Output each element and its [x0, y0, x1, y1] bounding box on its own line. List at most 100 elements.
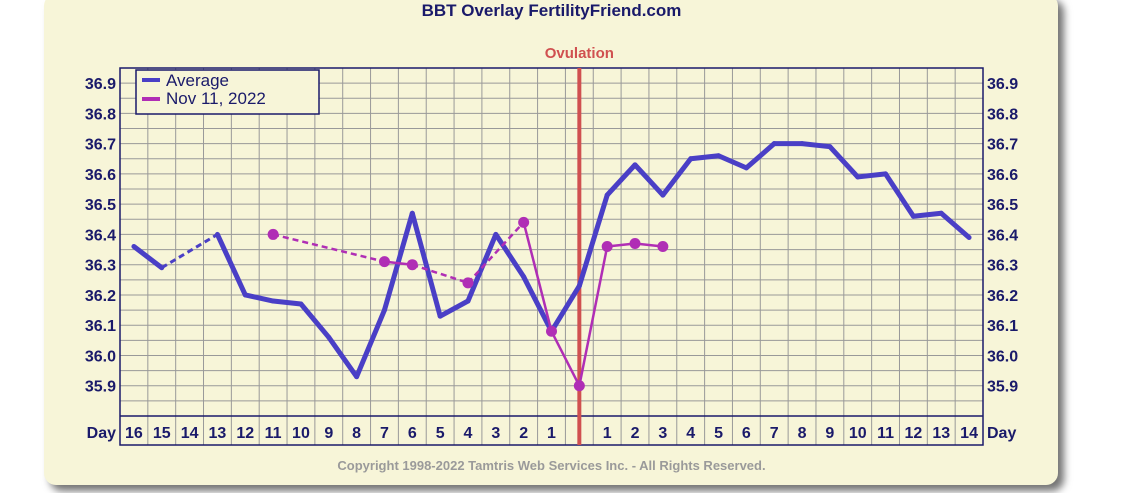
x-tick-label: 13: [209, 425, 227, 442]
y-tick-label-left: 36.1: [85, 318, 116, 335]
x-tick-label: 16: [125, 425, 143, 442]
y-tick-label-left: 36.2: [85, 288, 116, 305]
x-tick-label: 12: [236, 425, 254, 442]
y-tick-label-right: 36.3: [987, 258, 1018, 275]
x-tick-label: 8: [352, 425, 361, 442]
average-line-segment: [298, 301, 332, 340]
x-tick-label: 7: [770, 425, 779, 442]
average-line-segment: [409, 210, 443, 319]
x-tick-label: 7: [380, 425, 389, 442]
nov11-data-point: [629, 238, 641, 250]
nov11-data-point: [601, 241, 613, 253]
y-tick-label-left: 36.9: [85, 76, 116, 93]
y-tick-label-left: 36.4: [85, 227, 116, 244]
chart-title: BBT Overlay FertilityFriend.com: [421, 1, 682, 20]
x-tick-label: 9: [324, 425, 333, 442]
x-tick-label: 6: [742, 425, 751, 442]
average-line-segment: [354, 307, 387, 380]
y-tick-label-right: 36.6: [987, 167, 1018, 184]
x-tick-label: 5: [436, 425, 445, 442]
x-tick-label: 13: [932, 425, 950, 442]
x-tick-label: 10: [292, 425, 310, 442]
x-tick-label: 9: [825, 425, 834, 442]
average-line-segment: [883, 171, 916, 219]
average-line-segment: [604, 162, 638, 198]
y-tick-label-left: 35.9: [85, 379, 116, 396]
nov11-data-point: [462, 277, 474, 289]
average-line-segment: [855, 171, 889, 180]
nov11-data-point: [267, 228, 279, 240]
average-line-segment: [493, 231, 527, 280]
average-line-segment: [743, 141, 777, 171]
y-tick-label-right: 36.1: [987, 318, 1018, 335]
nov11-line-segment-dashed: [467, 221, 525, 284]
average-line-segment: [270, 298, 304, 307]
nov11-data-point: [573, 380, 585, 392]
average-line-segment: [688, 153, 722, 162]
x-tick-label: 6: [408, 425, 417, 442]
ovulation-label: Ovulation: [545, 45, 614, 62]
nov11-data-point: [406, 259, 418, 271]
x-tick-label: 5: [714, 425, 723, 442]
average-line-segment: [799, 141, 833, 150]
x-tick-label: 10: [849, 425, 867, 442]
average-line-segment: [827, 144, 861, 180]
y-tick-label-right: 36.9: [987, 76, 1018, 93]
y-tick-label-left: 36.5: [85, 197, 116, 214]
legend-label-nov11: Nov 11, 2022: [166, 89, 266, 108]
y-tick-label-right: 36.2: [987, 288, 1018, 305]
x-tick-label: 14: [181, 425, 199, 442]
nov11-line-segment: [522, 222, 553, 332]
x-tick-label: 8: [798, 425, 807, 442]
nov11-data-point: [546, 325, 557, 337]
average-line-segment: [214, 231, 248, 298]
x-tick-label: 4: [464, 425, 473, 442]
plot-area: [120, 68, 983, 445]
average-line-segment: [576, 192, 610, 289]
x-tick-label: 15: [153, 425, 171, 442]
y-tick-label-right: 36.4: [987, 227, 1018, 244]
x-axis-label-left: Day: [87, 425, 116, 442]
average-line-segment: [910, 210, 944, 219]
average-line-segment: [326, 334, 360, 380]
x-tick-label: 12: [905, 425, 923, 442]
average-line-segment: [716, 153, 749, 171]
legend-label-average: Average: [166, 71, 229, 90]
y-tick-label-right: 36.8: [987, 106, 1018, 123]
x-tick-label: 1: [547, 425, 556, 442]
average-line-segment: [521, 274, 554, 334]
x-tick-label: 2: [519, 425, 528, 442]
average-line-segment-dashed: [160, 233, 219, 270]
average-line-segment: [660, 156, 694, 198]
x-tick-label: 11: [265, 425, 282, 442]
copyright-text: Copyright 1998-2022 Tamtris Web Services…: [337, 458, 766, 473]
legend-box: [135, 69, 320, 115]
x-tick-label: 11: [877, 425, 894, 442]
y-tick-label-right: 35.9: [987, 379, 1018, 396]
average-line-segment: [242, 292, 276, 304]
y-tick-label-right: 36.0: [987, 348, 1018, 365]
average-line-segment: [549, 283, 582, 334]
plot-border: [119, 67, 984, 446]
nov11-line-segment-dashed: [272, 233, 385, 263]
x-tick-label: 14: [960, 425, 978, 442]
y-tick-label-left: 36.7: [85, 137, 116, 154]
y-tick-label-left: 36.3: [85, 258, 116, 275]
y-tick-label-left: 36.0: [85, 348, 116, 365]
y-tick-label-left: 36.8: [85, 106, 116, 123]
average-line-segment: [131, 244, 165, 271]
nov11-data-point: [518, 216, 530, 228]
nov11-line-segment: [550, 330, 581, 387]
average-line-segment: [381, 210, 415, 313]
x-tick-label: 3: [658, 425, 667, 442]
x-tick-label: 4: [686, 425, 695, 442]
average-line-segment: [632, 162, 666, 198]
x-tick-label: 1: [603, 425, 612, 442]
average-line-segment: [938, 210, 972, 240]
y-tick-label-right: 36.5: [987, 197, 1018, 214]
nov11-data-point: [378, 256, 390, 268]
y-tick-label-right: 36.7: [987, 137, 1018, 154]
nov11-data-point: [657, 241, 669, 253]
average-line-segment: [437, 298, 471, 319]
